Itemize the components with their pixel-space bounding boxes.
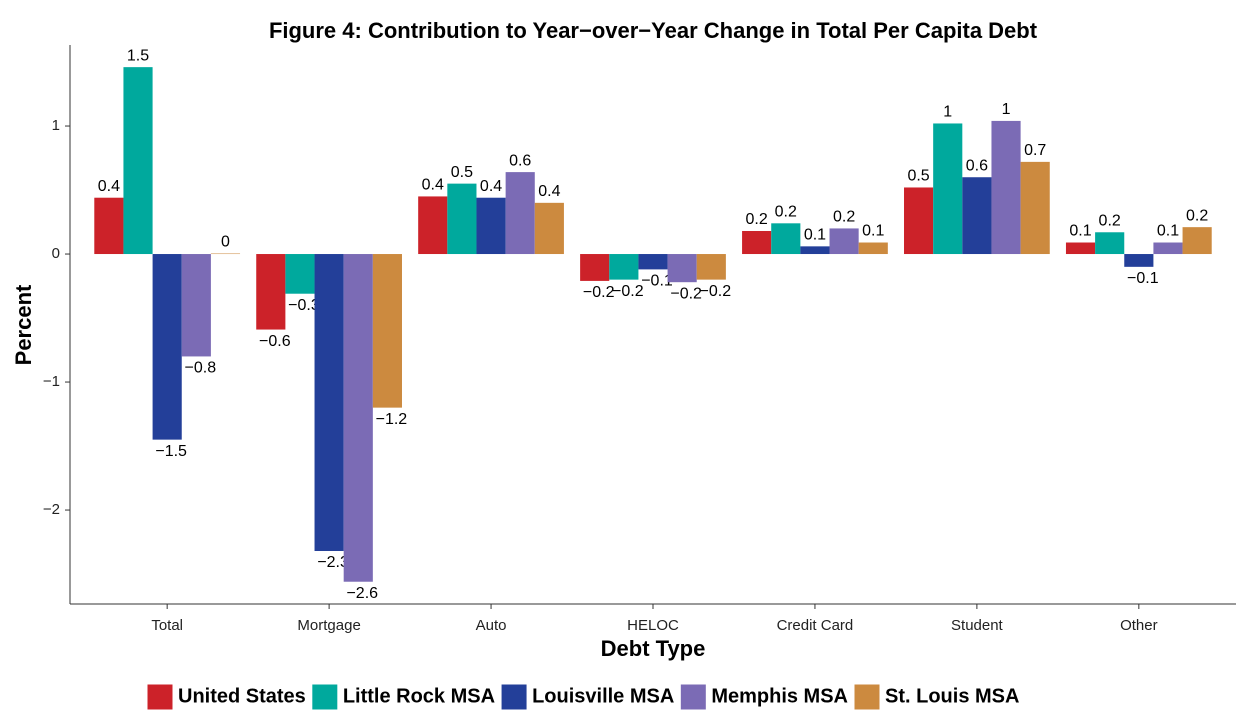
x-tick-label: Auto <box>476 617 507 634</box>
value-label: 0.2 <box>1186 207 1208 224</box>
bar <box>505 172 535 255</box>
bar <box>1153 242 1183 255</box>
value-label: 1.5 <box>127 47 149 64</box>
bar <box>580 254 610 281</box>
value-label: 0.6 <box>966 157 988 174</box>
bar <box>256 254 286 330</box>
legend-label: St. Louis MSA <box>885 685 1019 707</box>
value-label: 1 <box>943 104 952 121</box>
bar <box>1182 227 1212 255</box>
value-label: 0.1 <box>1069 223 1091 240</box>
bar <box>858 242 888 255</box>
y-tick-label: 0 <box>52 245 60 262</box>
x-axis-title: Debt Type <box>601 636 706 661</box>
x-tick-label: Mortgage <box>297 617 360 634</box>
value-label: 0.2 <box>775 204 797 221</box>
bar <box>933 123 963 255</box>
bar <box>123 67 153 255</box>
bar <box>534 202 564 255</box>
y-tick-label: −2 <box>43 501 60 518</box>
value-label: 0.4 <box>538 183 560 200</box>
legend-label: Louisville MSA <box>532 685 674 707</box>
value-label: 0.1 <box>804 227 826 244</box>
bar <box>696 254 726 280</box>
bar <box>829 228 859 255</box>
value-label: −0.8 <box>185 360 217 377</box>
bar <box>904 187 934 255</box>
x-tick-label: Other <box>1120 617 1158 634</box>
bar <box>476 197 506 255</box>
value-label: −1.2 <box>376 411 408 428</box>
value-label: −0.2 <box>583 284 615 301</box>
legend-swatch <box>146 683 174 711</box>
bar <box>94 197 124 255</box>
value-label: −1.5 <box>155 443 187 460</box>
value-label: 0.5 <box>451 164 473 181</box>
legend-swatch <box>679 683 707 711</box>
value-label: 0.1 <box>862 223 884 240</box>
bar <box>372 254 402 408</box>
legend-swatch <box>500 683 528 711</box>
x-tick-label: Credit Card <box>777 617 854 634</box>
value-label: 0.4 <box>480 178 502 195</box>
bar <box>800 246 830 255</box>
bar <box>210 253 241 255</box>
value-label: −2.3 <box>317 554 349 571</box>
x-tick-label: Total <box>151 617 183 634</box>
value-label: −0.3 <box>288 297 320 314</box>
bar <box>418 196 448 255</box>
bar <box>1065 242 1096 255</box>
value-label: 0.2 <box>1099 212 1121 229</box>
bar <box>742 230 772 255</box>
value-label: −0.1 <box>641 273 673 290</box>
value-label: 0.1 <box>1157 223 1179 240</box>
legend-label: Little Rock MSA <box>343 685 495 707</box>
value-label: 0.4 <box>98 178 120 195</box>
bar <box>771 223 801 255</box>
value-label: 1 <box>1002 101 1011 118</box>
y-tick-label: −1 <box>43 373 60 390</box>
bar <box>152 254 182 440</box>
value-label: 0 <box>221 234 230 251</box>
legend-label: United States <box>178 685 306 707</box>
y-tick-label: 1 <box>52 117 60 134</box>
bar <box>991 120 1021 255</box>
bar <box>1020 161 1050 255</box>
value-label: −0.1 <box>1127 270 1159 287</box>
value-label: −0.6 <box>259 333 291 350</box>
bar <box>343 254 373 582</box>
value-label: −0.2 <box>670 285 702 302</box>
value-label: 0.4 <box>422 177 444 194</box>
legend-label: Memphis MSA <box>711 685 848 707</box>
bar <box>638 254 668 270</box>
value-label: −0.2 <box>612 283 644 300</box>
bar <box>1124 254 1154 267</box>
legend-swatch <box>311 683 339 711</box>
bar <box>1095 232 1125 255</box>
legend-swatch <box>853 683 881 711</box>
value-label: 0.2 <box>833 209 855 226</box>
bar <box>285 254 315 294</box>
bar <box>962 177 992 255</box>
bar <box>314 254 344 552</box>
value-label: 0.5 <box>907 168 929 185</box>
bar <box>447 183 477 255</box>
value-label: 0.7 <box>1024 142 1046 159</box>
chart-title: Figure 4: Contribution to Year−over−Year… <box>269 18 1038 43</box>
y-axis-title: Percent <box>11 284 36 365</box>
value-label: 0.6 <box>509 152 531 169</box>
bar <box>181 254 211 357</box>
bar <box>667 254 697 283</box>
x-tick-label: HELOC <box>627 617 679 634</box>
bar <box>609 254 639 280</box>
value-label: −0.2 <box>700 283 732 300</box>
value-label: −2.6 <box>346 585 378 602</box>
x-tick-label: Student <box>951 617 1004 634</box>
value-label: 0.2 <box>746 211 768 228</box>
